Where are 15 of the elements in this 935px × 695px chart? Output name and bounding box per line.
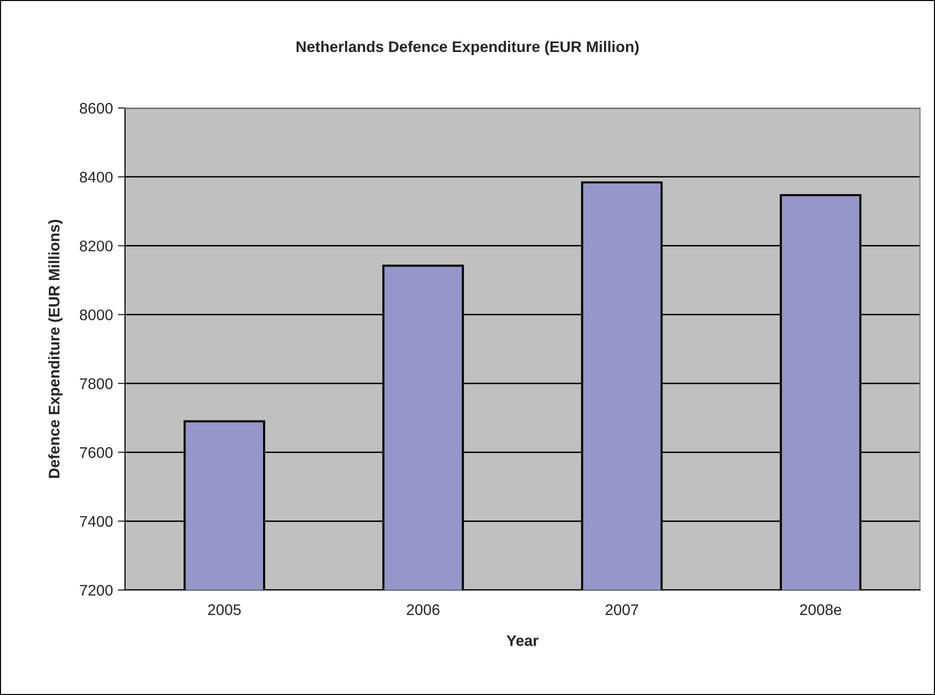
- y-axis-title: Defence Expenditure (EUR Millions): [48, 220, 63, 478]
- chart-title: Netherlands Defence Expenditure (EUR Million): [296, 40, 639, 56]
- x-axis-title: Year: [506, 635, 538, 646]
- y-tick-label: 7200: [80, 584, 113, 596]
- x-tick-label: 2008e: [800, 604, 842, 616]
- x-tick-label: 2006: [406, 604, 440, 616]
- y-tick-label: 8000: [80, 309, 113, 320]
- y-tick-label: 7400: [80, 516, 113, 527]
- x-tick-label: 2007: [606, 604, 638, 616]
- y-tick-label: 7600: [80, 447, 113, 458]
- y-tick-label: 8200: [80, 240, 113, 252]
- x-tick-label: 2005: [208, 604, 241, 616]
- y-tick-label: 8600: [80, 102, 113, 114]
- y-tick-label: 7800: [80, 378, 113, 390]
- y-tick-label: 8400: [80, 172, 113, 183]
